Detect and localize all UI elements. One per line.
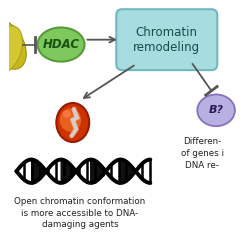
- FancyBboxPatch shape: [116, 9, 217, 70]
- Ellipse shape: [197, 95, 235, 126]
- Ellipse shape: [0, 20, 26, 69]
- Text: HDAC: HDAC: [43, 38, 80, 51]
- Text: Chromatin
remodeling: Chromatin remodeling: [133, 26, 200, 54]
- Text: Open chromatin conformation
is more accessible to DNA-
damaging agents: Open chromatin conformation is more acce…: [14, 197, 146, 229]
- Ellipse shape: [37, 27, 85, 61]
- Ellipse shape: [0, 26, 23, 73]
- Ellipse shape: [63, 110, 71, 118]
- Text: Differen-
of genes i
DNA re-: Differen- of genes i DNA re-: [181, 137, 223, 170]
- Text: B?: B?: [208, 105, 224, 115]
- Ellipse shape: [56, 103, 89, 142]
- Ellipse shape: [60, 108, 81, 132]
